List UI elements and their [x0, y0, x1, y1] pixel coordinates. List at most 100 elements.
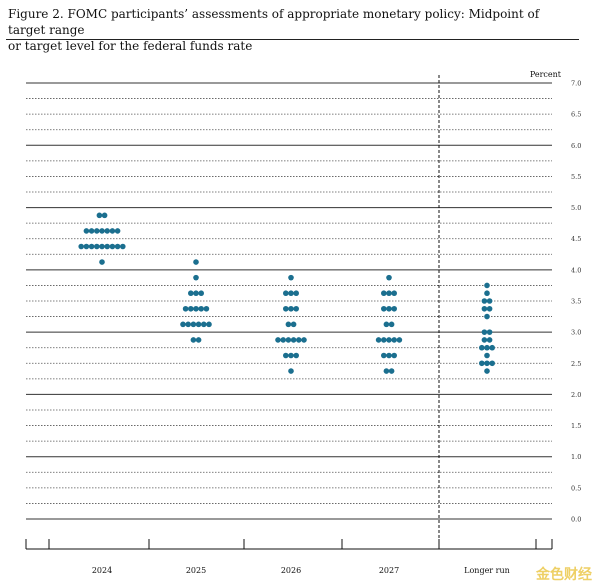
dot-2027 — [383, 368, 390, 374]
y-tick-label: 3.5 — [571, 298, 581, 306]
dot-2026 — [293, 305, 300, 312]
dot-2025 — [193, 290, 199, 297]
x-category-label: 2027 — [379, 566, 399, 575]
x-category-label: Longer run — [464, 566, 510, 575]
dot-2027 — [386, 305, 392, 312]
dot-2024 — [99, 228, 105, 234]
figure-title-line-2: or target level for the federal funds ra… — [8, 39, 253, 53]
dot-longer-run — [484, 282, 490, 289]
dot-2026 — [283, 352, 289, 359]
dot-2024 — [96, 212, 103, 219]
y-tick-label: 5.5 — [571, 173, 581, 181]
dot-2025 — [188, 305, 194, 312]
dot-2024 — [109, 243, 116, 250]
dot-2027 — [388, 321, 395, 328]
dot-longer-run — [486, 337, 493, 343]
x-category-label: 2026 — [281, 566, 301, 575]
dot-2027 — [383, 321, 390, 328]
dot-2025 — [198, 305, 204, 312]
dot-2026 — [285, 321, 292, 328]
dot-2027 — [386, 352, 392, 359]
dot-2026 — [288, 274, 294, 281]
y-axis-label: Percent — [530, 70, 562, 79]
dot-2027 — [396, 337, 403, 343]
dot-2026 — [288, 352, 294, 359]
y-tick-label: 1.0 — [571, 453, 581, 461]
dot-longer-run — [484, 352, 490, 359]
dot-2025 — [206, 321, 212, 328]
dot-2024 — [94, 228, 100, 234]
dot-2026 — [288, 305, 294, 312]
title-divider — [6, 39, 579, 40]
dot-2027 — [391, 337, 398, 343]
dot-2025 — [203, 305, 210, 312]
dot-2026 — [301, 337, 307, 343]
x-category-label: 2024 — [92, 566, 112, 575]
dot-longer-run — [479, 344, 485, 351]
dot-2025 — [198, 290, 204, 297]
dot-2024 — [99, 259, 105, 265]
y-tick-label: 4.5 — [571, 235, 581, 243]
dot-longer-run — [481, 337, 488, 343]
dot-2024 — [104, 243, 110, 250]
dot-2027 — [381, 337, 387, 343]
dot-2026 — [296, 337, 302, 343]
dot-2025 — [193, 305, 199, 312]
dot-2024 — [114, 243, 121, 250]
dot-2025 — [185, 321, 191, 328]
dot-2027 — [386, 290, 392, 297]
dot-longer-run — [489, 360, 496, 367]
dot-2025 — [201, 321, 207, 328]
dot-2024 — [99, 243, 105, 250]
dot-2027 — [381, 352, 387, 359]
dot-2024 — [101, 212, 108, 219]
y-tick-label: 6.0 — [571, 142, 581, 150]
x-category-label: 2025 — [186, 566, 206, 575]
dot-2025 — [182, 305, 189, 312]
figure-title-line-1: Figure 2. FOMC participants’ assessments… — [8, 7, 540, 37]
dot-longer-run — [486, 298, 493, 304]
dot-longer-run — [484, 290, 490, 297]
dot-longer-run — [484, 344, 490, 351]
dot-2026 — [275, 337, 281, 343]
dot-2026 — [285, 337, 292, 343]
dot-2025 — [193, 274, 199, 281]
dot-longer-run — [479, 360, 485, 367]
dot-2026 — [290, 337, 297, 343]
dot-2026 — [283, 290, 289, 297]
dot-2025 — [195, 321, 202, 328]
dot-2024 — [94, 243, 100, 250]
dot-2025 — [190, 321, 197, 328]
dot-longer-run — [481, 329, 488, 335]
y-tick-label: 4.0 — [571, 266, 581, 274]
dot-2024 — [78, 243, 84, 250]
y-tick-label: 2.0 — [571, 391, 581, 399]
dot-2024 — [88, 243, 95, 250]
dot-2026 — [290, 321, 297, 328]
y-tick-label: 1.5 — [571, 422, 581, 430]
dot-2025 — [195, 337, 202, 343]
dot-2027 — [386, 274, 392, 281]
dot-2026 — [283, 305, 289, 312]
dot-2024 — [88, 228, 95, 234]
dot-longer-run — [484, 360, 490, 367]
dot-2024 — [109, 228, 116, 234]
dot-2027 — [381, 290, 387, 297]
dot-2024 — [104, 228, 110, 234]
dot-2026 — [293, 352, 300, 359]
dot-longer-run — [481, 305, 488, 312]
y-tick-label: 2.5 — [571, 360, 581, 368]
dot-2024 — [83, 228, 90, 234]
dot-2026 — [288, 368, 294, 374]
dot-2025 — [180, 321, 186, 328]
dot-2026 — [280, 337, 287, 343]
dot-longer-run — [489, 344, 496, 351]
y-tick-label: 0.0 — [571, 516, 581, 524]
y-tick-label: 0.5 — [571, 484, 581, 492]
dot-longer-run — [486, 329, 493, 335]
y-tick-label: 6.5 — [571, 111, 581, 119]
dot-2027 — [391, 290, 398, 297]
dot-2027 — [391, 305, 398, 312]
y-tick-label: 5.0 — [571, 204, 581, 212]
dot-2024 — [114, 228, 121, 234]
